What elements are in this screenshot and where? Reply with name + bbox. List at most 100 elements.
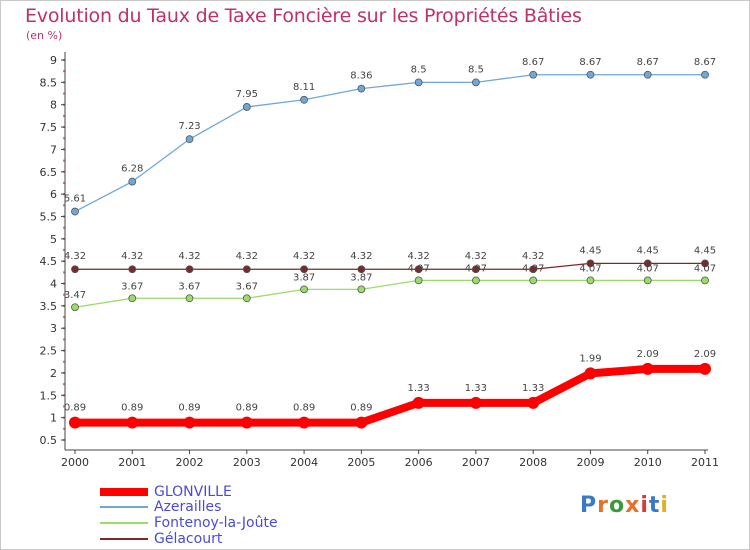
data-point xyxy=(412,396,425,409)
data-label: 7.95 xyxy=(236,89,258,100)
data-point xyxy=(529,70,538,79)
data-label: 3.87 xyxy=(350,272,372,283)
x-tick-label: 2009 xyxy=(576,456,604,469)
x-tick-label: 2008 xyxy=(519,456,547,469)
data-point xyxy=(472,276,480,285)
data-point xyxy=(71,207,79,216)
y-tick-label: 8.5 xyxy=(40,76,58,89)
x-tick-label: 2010 xyxy=(634,456,662,469)
data-point xyxy=(701,276,709,285)
data-label: 5.61 xyxy=(64,194,86,205)
chart-title: Evolution du Taux de Taxe Foncière sur l… xyxy=(25,5,582,27)
data-label: 3.67 xyxy=(121,281,143,292)
line-chart: 0.5 1 1.5 2 2.5 3 3.5 4 4.5 5 5.5 6 6.5 7 7.5 8 8.5 9 2000… xyxy=(40,52,719,469)
data-label: 8.67 xyxy=(637,57,659,68)
data-point xyxy=(357,84,366,93)
y-tick-label: 3.5 xyxy=(40,300,58,313)
data-point xyxy=(469,396,482,409)
y-tick-label: 6.5 xyxy=(40,166,58,179)
y-tick-label: 4 xyxy=(50,278,57,291)
data-label-layer: 0.89 0.89 0.89 0.89 0.89 0.89 1.33 1.33 1.33 1.99… xyxy=(64,57,716,414)
data-point xyxy=(584,367,597,380)
y-tick-label: 2 xyxy=(50,367,57,380)
y-tick-label: 1.5 xyxy=(40,389,58,402)
data-point xyxy=(128,294,137,303)
x-tick-label: 2002 xyxy=(176,456,204,469)
data-label: 4.32 xyxy=(522,251,544,262)
data-label: 3.67 xyxy=(178,281,200,292)
y-tick-label: 1 xyxy=(50,412,57,425)
data-label: 0.89 xyxy=(64,403,86,414)
legend-item: Azerailles xyxy=(100,499,221,515)
axis-layer: 0.5 1 1.5 2 2.5 3 3.5 4 4.5 5 5.5 6 6.5 7 7.5 8 8.5 9 2000… xyxy=(40,52,719,469)
data-point xyxy=(414,78,423,87)
data-label: 4.45 xyxy=(637,245,659,256)
data-label: 8.67 xyxy=(579,57,601,68)
data-label: 4.45 xyxy=(694,245,716,256)
data-label: 4.07 xyxy=(694,263,716,274)
data-label: 0.89 xyxy=(121,403,143,414)
data-point xyxy=(472,265,480,274)
data-label: 4.07 xyxy=(637,263,659,274)
data-label: 4.32 xyxy=(465,251,487,262)
x-tick-label: 2001 xyxy=(118,456,146,469)
x-tick-label: 2006 xyxy=(405,456,433,469)
data-point xyxy=(355,416,368,429)
data-label: 4.32 xyxy=(236,251,258,262)
y-tick-label: 0.5 xyxy=(40,434,58,447)
data-label: 0.89 xyxy=(236,403,258,414)
data-label: 4.07 xyxy=(522,263,544,274)
series-line-1 xyxy=(74,74,705,213)
data-point xyxy=(71,303,79,312)
data-label: 2.09 xyxy=(637,349,659,360)
data-point xyxy=(183,416,196,429)
data-label: 4.32 xyxy=(64,251,86,262)
data-point xyxy=(185,135,194,144)
data-label: 0.89 xyxy=(293,403,315,414)
y-tick-label: 3 xyxy=(50,322,57,335)
x-tick-label: 2003 xyxy=(233,456,261,469)
data-label: 4.32 xyxy=(293,251,315,262)
data-point xyxy=(300,95,308,104)
data-label: 7.23 xyxy=(178,121,200,132)
data-label: 2.09 xyxy=(694,349,716,360)
logo-letter: r xyxy=(597,493,609,518)
data-point xyxy=(586,70,595,79)
data-label: 1.99 xyxy=(579,353,601,364)
data-point xyxy=(185,265,194,274)
x-tick-label: 2004 xyxy=(290,456,318,469)
series-layer xyxy=(69,70,711,429)
data-point xyxy=(242,103,251,111)
legend-label: GLONVILLE xyxy=(154,484,232,500)
data-label: 8.67 xyxy=(522,57,544,68)
data-point xyxy=(701,259,709,268)
data-point xyxy=(643,70,652,79)
data-point xyxy=(69,416,81,429)
y-tick-label: 5.5 xyxy=(40,210,58,223)
data-point xyxy=(128,177,137,186)
legend-item: Gélacourt xyxy=(100,531,222,547)
y-tick-label: 5 xyxy=(50,233,57,246)
legend-swatch xyxy=(100,506,148,508)
data-label: 3.47 xyxy=(64,290,86,301)
legend-item: Fontenoy-la-Joûte xyxy=(100,515,278,531)
data-label: 0.89 xyxy=(178,403,200,414)
data-point xyxy=(527,396,540,409)
data-label: 4.32 xyxy=(178,251,200,262)
y-tick-label: 2.5 xyxy=(40,345,58,358)
data-point xyxy=(300,285,308,294)
data-point xyxy=(128,265,137,274)
data-label: 4.07 xyxy=(579,263,601,274)
y-tick-label: 4.5 xyxy=(40,255,58,268)
logo-letter: x xyxy=(625,493,641,518)
y-tick-label: 6 xyxy=(50,188,57,201)
logo-letter: i xyxy=(640,493,649,518)
series-line-3 xyxy=(75,262,705,270)
chart-unit-label: (en %) xyxy=(26,29,63,42)
data-label: 8.11 xyxy=(293,82,315,93)
legend-label: Azerailles xyxy=(154,499,222,515)
x-tick-label: 2000 xyxy=(61,456,89,469)
data-point xyxy=(185,294,194,303)
data-point xyxy=(641,362,654,375)
data-point xyxy=(529,276,538,285)
